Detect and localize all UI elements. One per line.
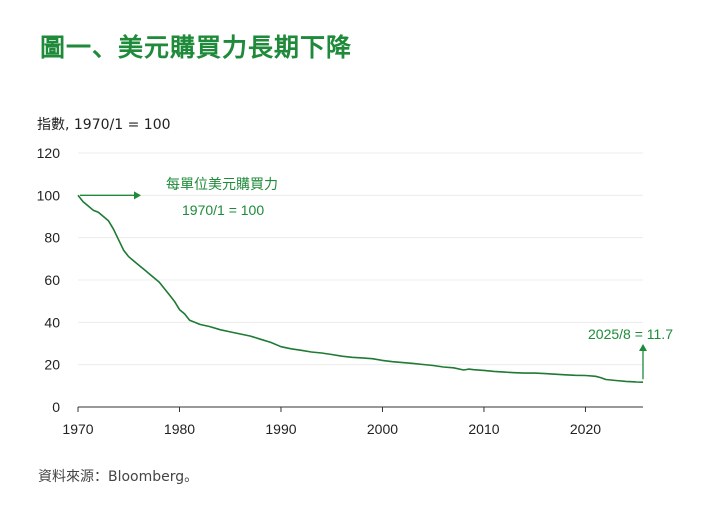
series-line [77, 194, 644, 383]
annotation-end-label: 2025/8 = 11.7 [588, 326, 673, 342]
y-tick-label: 0 [52, 399, 60, 415]
x-tick-label: 1980 [164, 421, 195, 437]
y-tick-label: 60 [44, 272, 60, 288]
annotation-start-value: 1970/1 = 100 [182, 202, 264, 218]
source-note: 資料來源：Bloomberg。 [38, 469, 199, 485]
y-tick-label: 100 [37, 187, 61, 203]
chart-title: 圖一、美元購買力長期下降 [40, 33, 353, 62]
annotation-start-label: 每單位美元購買力 [166, 176, 278, 192]
x-tick-label: 2000 [367, 421, 398, 437]
y-tick-label: 80 [44, 230, 60, 246]
y-axis-label: 指數, 1970/1 = 100 [37, 117, 171, 133]
x-tick-label: 2010 [468, 421, 499, 437]
y-tick-label: 40 [44, 314, 60, 330]
x-tick-label: 1970 [62, 421, 93, 437]
y-tick-label: 20 [44, 357, 60, 373]
x-tick-label: 2020 [570, 421, 601, 437]
y-tick-label: 120 [37, 145, 61, 161]
x-tick-label: 1990 [265, 421, 296, 437]
